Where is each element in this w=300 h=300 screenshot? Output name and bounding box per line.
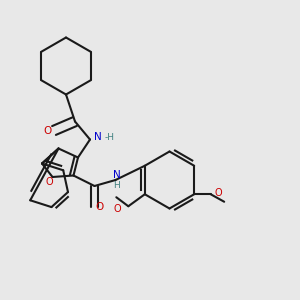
Text: O: O — [113, 204, 121, 214]
Text: O: O — [96, 202, 104, 212]
Text: O: O — [214, 188, 222, 198]
Text: O: O — [43, 125, 52, 136]
Text: N: N — [113, 169, 121, 180]
Text: -H: -H — [104, 134, 114, 142]
Text: O: O — [45, 177, 53, 188]
Text: H: H — [114, 181, 120, 190]
Text: N: N — [94, 131, 102, 142]
